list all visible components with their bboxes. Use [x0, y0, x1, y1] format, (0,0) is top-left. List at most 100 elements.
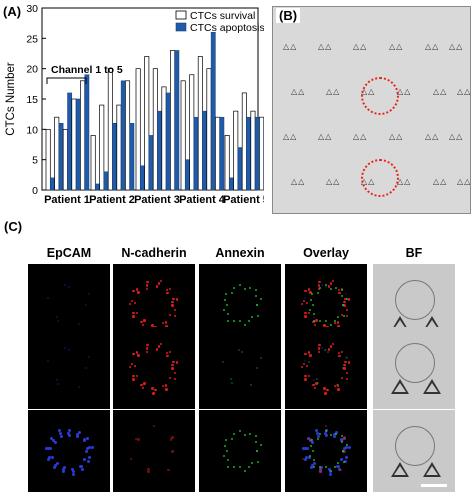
- fluorescent-spot: [146, 280, 149, 284]
- fluorescent-spot: [222, 308, 225, 311]
- fluorescent-spot: [165, 288, 168, 292]
- x-group-label: Patient 5: [223, 194, 264, 206]
- fluorescent-spot: [303, 457, 307, 461]
- fluorescent-spot: [255, 450, 258, 453]
- fluorescent-spot: [316, 292, 319, 294]
- fluorescent-spot: [67, 429, 71, 433]
- fluorescent-spot: [340, 457, 344, 461]
- fluorescent-spot: [312, 449, 314, 452]
- fluorescent-spot: [345, 357, 348, 360]
- fluorescent-spot: [85, 436, 89, 440]
- fluorescent-spot: [345, 371, 349, 375]
- fluorescent-spot: [159, 279, 163, 283]
- bar-apoptosis: [193, 116, 199, 191]
- fluorescent-spot: [340, 313, 344, 317]
- micrograph-epcam: [28, 327, 110, 409]
- fluorescent-spot: [227, 465, 230, 468]
- fluorescent-spot: [53, 465, 57, 469]
- fluorescent-spot: [171, 436, 174, 439]
- fluorescent-spot: [331, 279, 335, 283]
- fluorescent-spot: [75, 434, 79, 438]
- fluorescent-spot: [338, 291, 341, 295]
- fluorescent-spot: [155, 285, 159, 288]
- fluorescent-spot: [59, 434, 63, 438]
- fluorescent-spot: [318, 280, 321, 284]
- legend-label-survival: CTCs survival: [190, 10, 255, 22]
- bar-survival: [71, 98, 77, 191]
- fluorescent-spot: [70, 468, 74, 472]
- fluorescent-spot: [343, 436, 346, 439]
- fluorescent-spot: [334, 432, 337, 435]
- fluorescent-spot: [255, 441, 258, 444]
- fluorescent-spot: [347, 361, 351, 364]
- column-header-epcam: EpCAM: [46, 246, 92, 260]
- fluorescent-spot: [224, 445, 227, 448]
- fluorescent-spot: [344, 446, 348, 450]
- fluorescent-spot: [48, 456, 52, 460]
- fluorescent-spot: [317, 381, 320, 384]
- fluorescent-spot: [345, 455, 349, 459]
- fluorescent-spot: [53, 464, 57, 468]
- fluorescent-spot: [256, 367, 258, 369]
- fluorescent-spot: [329, 324, 332, 327]
- fluorescent-spot: [46, 297, 49, 300]
- cell-outline: [395, 426, 435, 466]
- annotation-bracket: [46, 77, 87, 84]
- bar-survival: [180, 80, 186, 191]
- bar-survival: [161, 86, 167, 191]
- micrograph-ncadherin: [113, 410, 195, 492]
- bar-apoptosis: [140, 165, 145, 191]
- fluorescent-spot: [317, 287, 321, 291]
- bar-survival: [259, 116, 264, 191]
- fluorescent-spot: [78, 323, 81, 326]
- fluorescent-spot: [321, 284, 324, 287]
- fluorescent-spot: [305, 364, 309, 368]
- column-header-bf: BF: [405, 246, 423, 260]
- trap-pair-icon: △△: [425, 132, 440, 141]
- panel-b-label: (B): [276, 8, 301, 23]
- fluorescent-spot: [325, 433, 328, 437]
- fluorescent-spot: [155, 348, 159, 351]
- fluorescent-spot: [90, 446, 94, 450]
- fluorescent-spot: [304, 311, 307, 315]
- fluorescent-spot: [345, 444, 348, 447]
- fluorescent-spot: [333, 384, 337, 388]
- fluorescent-spot: [71, 469, 75, 473]
- fluorescent-spot: [233, 287, 236, 290]
- fluorescent-spot: [132, 378, 135, 381]
- fluorescent-spot: [318, 343, 321, 347]
- bar-survival: [80, 80, 86, 191]
- fluorescent-spot: [145, 284, 149, 287]
- bar-apoptosis: [58, 123, 64, 191]
- fluorescent-spot: [64, 347, 67, 350]
- fluorescent-spot: [310, 438, 313, 441]
- fluorescent-spot: [248, 432, 251, 435]
- fluorescent-spot: [312, 379, 315, 382]
- trap-pair-icon: △△: [318, 132, 333, 141]
- bar-apoptosis: [210, 32, 216, 191]
- bar-survival: [99, 104, 105, 191]
- trap-pair-icon: △△: [291, 177, 306, 186]
- fluorescent-spot: [308, 454, 311, 457]
- bar-survival: [135, 68, 141, 191]
- fluorescent-spot: [325, 286, 327, 289]
- fluorescent-spot: [340, 350, 344, 353]
- fluorescent-spot: [151, 387, 154, 390]
- fluorescent-spot: [310, 292, 313, 295]
- fluorescent-spot: [164, 321, 168, 324]
- fluorescent-spot: [335, 323, 338, 326]
- bar-apoptosis: [174, 50, 180, 191]
- fluorescent-spot: [172, 297, 175, 300]
- y-tick-label: 15: [26, 94, 38, 106]
- fluorescent-spot: [337, 325, 340, 328]
- fluorescent-spot: [224, 299, 227, 302]
- column-header-ncadherin: N-cadherin: [121, 246, 187, 260]
- fluorescent-spot: [129, 457, 133, 461]
- fluorescent-spot: [165, 325, 168, 328]
- fluorescent-spot: [310, 464, 314, 468]
- fluorescent-spot: [168, 376, 172, 380]
- fluorescent-spot: [224, 292, 227, 295]
- bar-survival: [90, 135, 96, 191]
- fluorescent-spot: [314, 320, 317, 323]
- fluorescent-spot: [318, 466, 321, 469]
